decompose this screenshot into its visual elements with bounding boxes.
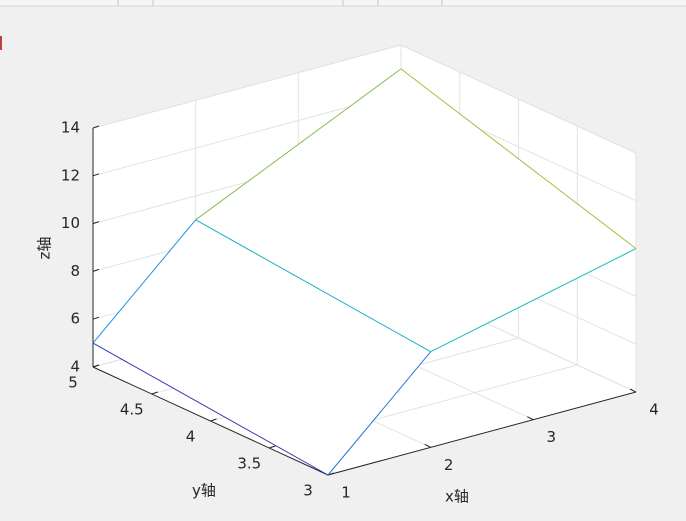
mesh-edge [430, 248, 637, 353]
x-tick [527, 416, 534, 421]
z-tick [92, 268, 100, 272]
y-tick-label: 3 [303, 482, 313, 500]
mesh-edge [92, 219, 197, 344]
z-tick [92, 221, 100, 225]
y-tick [151, 391, 158, 395]
x-tick-label: 2 [444, 456, 454, 474]
z-tick-label: 8 [70, 262, 80, 280]
mesh-edge [400, 68, 637, 249]
z-tick-label: 12 [61, 166, 80, 184]
mesh-edge [327, 351, 432, 476]
y-tick [92, 364, 100, 368]
y-tick-label: 5 [68, 374, 78, 392]
y-tick [210, 418, 217, 422]
mesh-edge [195, 219, 431, 353]
mesh-face [93, 219, 431, 475]
z-tick-label: 4 [70, 358, 80, 376]
x-axis-label: x轴 [445, 488, 469, 506]
y-tick-label: 3.5 [237, 455, 261, 473]
y-axis-label: y轴 [192, 482, 216, 500]
mesh-edge [195, 68, 402, 221]
z-axis-label: z轴 [36, 237, 54, 260]
y-tick-label: 4.5 [120, 401, 144, 419]
z-tick-label: 14 [61, 119, 80, 137]
z-tick [92, 173, 100, 177]
edge-marker [0, 36, 2, 50]
x-tick-label: 3 [547, 428, 557, 446]
box-edge [400, 44, 637, 154]
y-tick [269, 445, 276, 449]
z-tick [92, 316, 100, 320]
y-tick [327, 472, 335, 476]
z-tick-label: 10 [61, 214, 80, 232]
mesh-edge [92, 342, 329, 476]
x-tick [629, 388, 637, 393]
x-tick-label: 1 [341, 484, 351, 502]
z-tick [92, 125, 100, 129]
y-tick-label: 4 [186, 428, 196, 446]
mesh-face [195, 68, 636, 352]
x-axis [327, 391, 637, 476]
z-tick-label: 6 [70, 310, 80, 328]
x-tick [424, 443, 431, 448]
box-edge [92, 44, 402, 129]
toolbar [0, 0, 686, 50]
x-tick-label: 4 [649, 401, 659, 419]
